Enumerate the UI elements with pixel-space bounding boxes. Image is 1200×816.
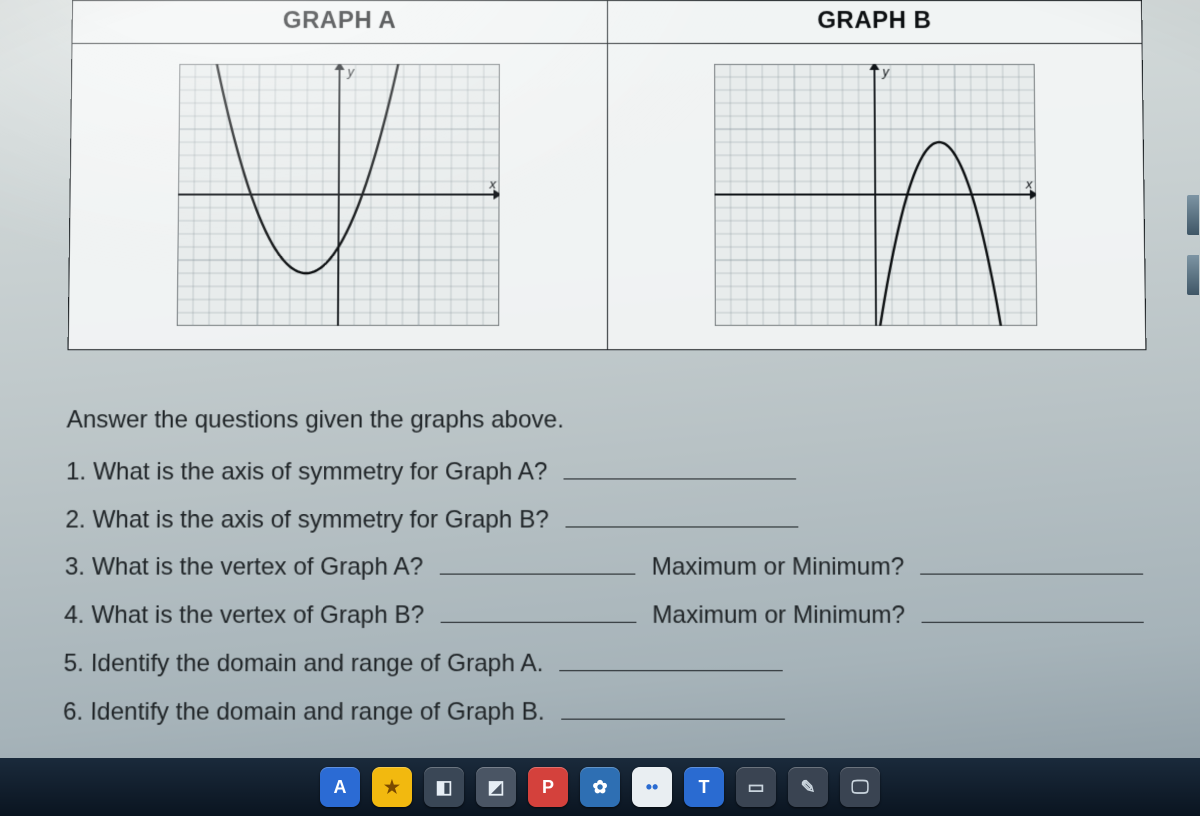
question-4-text: 4. What is the vertex of Graph B?: [64, 592, 424, 640]
question-1-text: 1. What is the axis of symmetry for Grap…: [66, 449, 548, 497]
answer-blank-4a[interactable]: [440, 598, 636, 623]
answer-blank-5[interactable]: [560, 646, 783, 671]
answer-blank-3b[interactable]: [920, 550, 1143, 575]
graph-a-cell: yx: [68, 43, 607, 349]
question-5: 5. Identify the domain and range of Grap…: [63, 640, 1150, 688]
taskbar-icon-1[interactable]: ★: [372, 767, 412, 807]
graph-b-holder: yx: [608, 44, 1146, 349]
question-6: 6. Identify the domain and range of Grap…: [63, 688, 1152, 736]
answer-blank-1[interactable]: [564, 455, 797, 479]
svg-text:x: x: [488, 176, 496, 191]
taskbar-icon-6[interactable]: ••: [632, 767, 672, 807]
right-edge-peek: [1186, 190, 1200, 300]
answer-blank-4b[interactable]: [921, 598, 1143, 623]
question-1: 1. What is the axis of symmetry for Grap…: [66, 449, 1148, 497]
answer-blank-2[interactable]: [565, 503, 798, 528]
question-4: 4. What is the vertex of Graph B? Maximu…: [64, 592, 1150, 640]
taskbar-icon-0[interactable]: A: [320, 767, 360, 807]
taskbar: A ★ ◧ ◩ P ✿ •• T ▭ ✎ 🖵: [0, 758, 1200, 816]
worksheet: GRAPH A GRAPH B yx yx Answer the questio…: [63, 0, 1152, 737]
question-2-text: 2. What is the axis of symmetry for Grap…: [65, 496, 549, 544]
taskbar-icon-7[interactable]: T: [684, 767, 724, 807]
question-6-text: 6. Identify the domain and range of Grap…: [63, 688, 545, 736]
question-3: 3. What is the vertex of Graph A? Maximu…: [65, 544, 1150, 592]
question-3-text: 3. What is the vertex of Graph A?: [65, 544, 424, 592]
taskbar-icon-8[interactable]: ▭: [736, 767, 776, 807]
graph-a: yx: [176, 63, 499, 325]
taskbar-icon-5[interactable]: ✿: [580, 767, 620, 807]
graph-table: GRAPH A GRAPH B yx yx: [68, 0, 1147, 350]
questions-lead: Answer the questions given the graphs ab…: [66, 397, 1147, 445]
answer-blank-3a[interactable]: [439, 550, 635, 575]
question-2: 2. What is the axis of symmetry for Grap…: [65, 496, 1149, 544]
question-3b-text: Maximum or Minimum?: [651, 544, 904, 592]
taskbar-icon-4[interactable]: P: [528, 767, 568, 807]
taskbar-icon-10[interactable]: 🖵: [840, 767, 880, 807]
graph-a-header: GRAPH A: [72, 0, 607, 43]
graph-b-header: GRAPH B: [607, 0, 1142, 43]
graph-b: yx: [714, 63, 1037, 325]
question-4b-text: Maximum or Minimum?: [652, 592, 905, 640]
graph-b-cell: yx: [607, 43, 1146, 349]
taskbar-icon-2[interactable]: ◧: [424, 767, 464, 807]
answer-blank-6[interactable]: [561, 695, 785, 720]
question-5-text: 5. Identify the domain and range of Grap…: [63, 640, 543, 688]
graph-a-holder: yx: [69, 44, 607, 349]
taskbar-icon-9[interactable]: ✎: [788, 767, 828, 807]
taskbar-icon-3[interactable]: ◩: [476, 767, 516, 807]
svg-text:x: x: [1025, 176, 1033, 191]
questions-block: Answer the questions given the graphs ab…: [63, 397, 1152, 737]
